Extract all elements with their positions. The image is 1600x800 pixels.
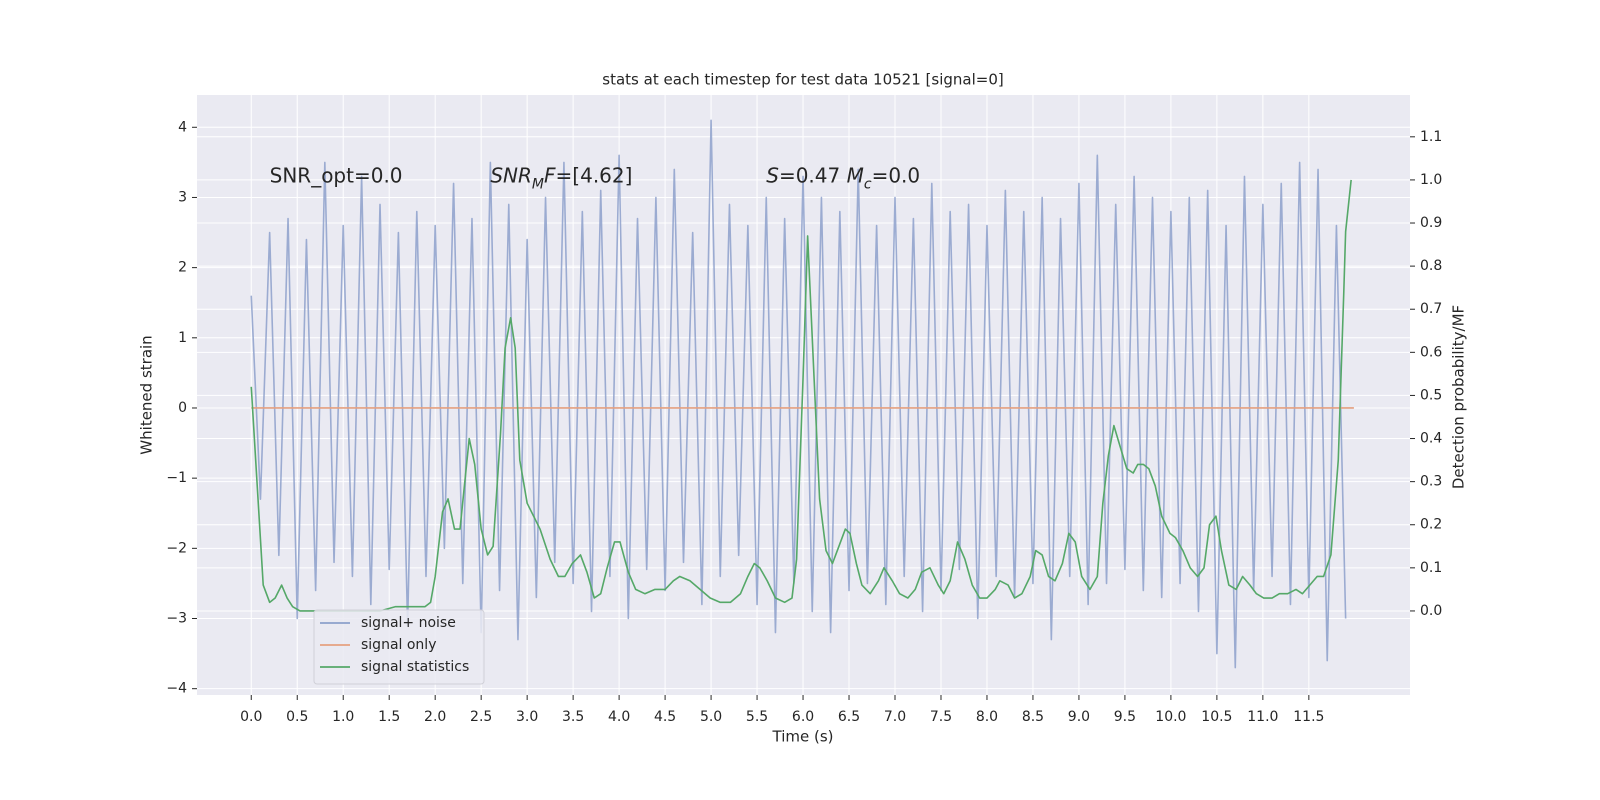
marks: [250, 119, 1354, 669]
y-tick-label: −1: [166, 470, 187, 486]
legend: signal+ noise signal only signal statistic…: [313, 609, 485, 685]
series-line: [250, 119, 1347, 669]
x-axis-label: Time (s): [772, 728, 834, 746]
x-tick-label: 7.0: [884, 709, 906, 725]
x-tick-label: 6.0: [792, 709, 814, 725]
annotation: SNRMF=[4.62]: [490, 163, 632, 193]
x-tick-label: 11.0: [1247, 709, 1278, 725]
legend-label: signal only: [361, 637, 436, 653]
y2-tick-label: 0.5: [1420, 387, 1442, 403]
y2-tick-label: 0.8: [1420, 258, 1442, 274]
series-line: [250, 179, 1352, 612]
annotation-part: SNR: [490, 163, 532, 187]
y-tick-label: 4: [178, 119, 187, 135]
x-tick-label: 8.5: [1022, 709, 1044, 725]
y-tick-label: −3: [166, 611, 187, 627]
x-tick-label: 7.5: [930, 709, 952, 725]
x-tick-label: 4.5: [654, 709, 676, 725]
y2-tick-label: 0.1: [1420, 560, 1442, 576]
y2-tick-label: 0.6: [1420, 344, 1442, 360]
annotation: S=0.47 Mc=0.0: [766, 163, 920, 193]
y2-axis-label: Detection probability/MF: [1450, 305, 1468, 489]
y-tick-label: −4: [166, 681, 187, 697]
annotation-part: =0.0: [872, 163, 921, 187]
y-tick-label: −2: [166, 540, 187, 556]
annotation-part: =[4.62]: [556, 163, 633, 187]
x-tick-label: 0.5: [286, 709, 308, 725]
x-tick-label: 0.0: [240, 709, 262, 725]
x-tick-label: 10.0: [1155, 709, 1186, 725]
x-tick-label: 6.5: [838, 709, 860, 725]
legend-box: [313, 609, 485, 685]
y2-tick-label: 0.4: [1420, 431, 1442, 447]
y2-tick-label: 1.0: [1420, 172, 1442, 188]
annotation: SNR_opt=0.0: [270, 163, 403, 187]
annotation-part: M: [847, 163, 864, 187]
x-tick-label: 2.5: [470, 709, 492, 725]
axes: 0.0 0.5 1.0 1.5 2.0 2.5 3.0 3.5 4.0 4.5 5.0 5.5 6.0 6…: [166, 119, 1442, 725]
legend-label: signal statistics: [361, 659, 469, 675]
annotation-part: M: [532, 176, 544, 192]
x-tick-label: 1.5: [378, 709, 400, 725]
annotation-part: =0.47: [779, 163, 847, 187]
annotation-part: S: [766, 163, 779, 187]
x-tick-label: 10.5: [1201, 709, 1232, 725]
annotation-part: SNR_opt=0.0: [270, 163, 403, 187]
x-tick-label: 9.5: [1114, 709, 1136, 725]
x-tick-label: 5.5: [746, 709, 768, 725]
x-tick-label: 3.0: [516, 709, 538, 725]
y2-tick-label: 0.2: [1420, 517, 1442, 533]
x-tick-label: 2.0: [424, 709, 446, 725]
annotation-part: F: [544, 163, 556, 187]
y2-tick-label: 1.1: [1420, 129, 1442, 145]
x-tick-label: 1.0: [332, 709, 354, 725]
y-tick-label: 0: [178, 400, 187, 416]
chart-title: stats at each timestep for test data 105…: [602, 71, 1003, 89]
y2-tick-label: 0.9: [1420, 215, 1442, 231]
x-tick-label: 11.5: [1293, 709, 1324, 725]
x-tick-label: 5.0: [700, 709, 722, 725]
y-tick-label: 2: [178, 260, 187, 276]
y2-tick-label: 0.7: [1420, 301, 1442, 317]
x-tick-label: 9.0: [1068, 709, 1090, 725]
x-tick-label: 8.0: [976, 709, 998, 725]
x-tick-label: 3.5: [562, 709, 584, 725]
legend-label: signal+ noise: [361, 615, 456, 631]
y2-tick-label: 0.0: [1420, 603, 1442, 619]
annotation-part: c: [864, 176, 872, 192]
y2-tick-label: 0.3: [1420, 474, 1442, 490]
x-tick-label: 4.0: [608, 709, 630, 725]
y-axis-label: Whitened strain: [138, 335, 156, 454]
y-tick-label: 3: [178, 189, 187, 205]
y-tick-label: 1: [178, 330, 187, 346]
